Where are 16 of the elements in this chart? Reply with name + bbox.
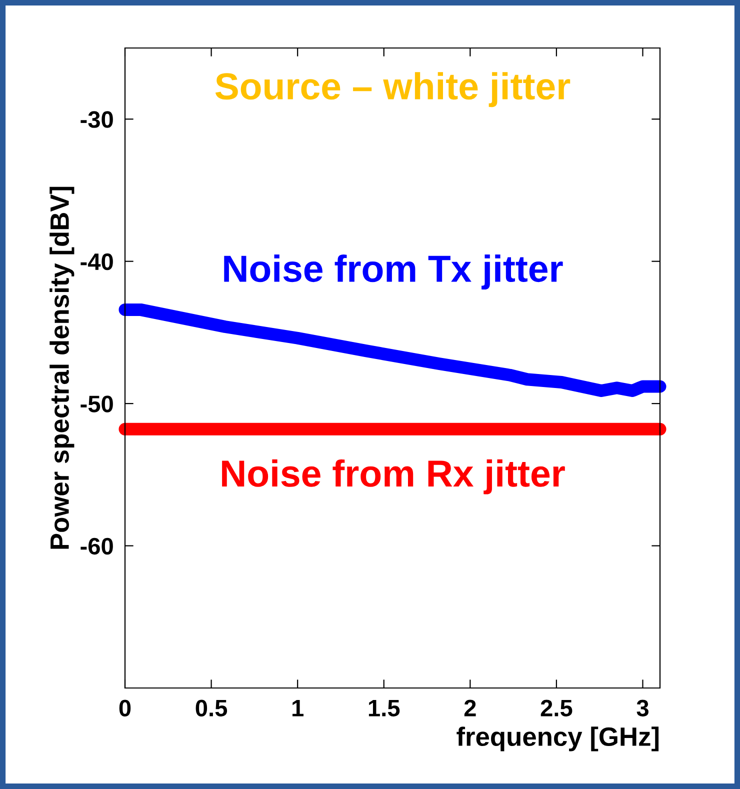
y-axis-title: Power spectral density [dBV]	[50, 186, 74, 549]
x-tick-label: 2.5	[540, 700, 572, 716]
y-tick-label: -40	[80, 253, 113, 270]
x-tick-label: 1	[292, 700, 304, 716]
x-tick-label: 3	[636, 700, 648, 716]
x-tick-label: 0	[119, 700, 131, 716]
annotation: Source – white jitter	[215, 72, 570, 108]
series-label: Noise from Rx jitter	[222, 459, 565, 494]
y-tick-label: -30	[80, 111, 113, 128]
x-axis-title: frequency [GHz]	[456, 726, 659, 752]
x-tick-label: 0.5	[196, 700, 228, 716]
series-label: Noise from Tx jitter	[224, 254, 563, 290]
y-tick-label: -60	[80, 538, 113, 555]
y-tick-label: -50	[80, 396, 113, 412]
x-tick-label: 1.5	[368, 700, 400, 716]
x-tick-label: 2	[464, 700, 476, 716]
